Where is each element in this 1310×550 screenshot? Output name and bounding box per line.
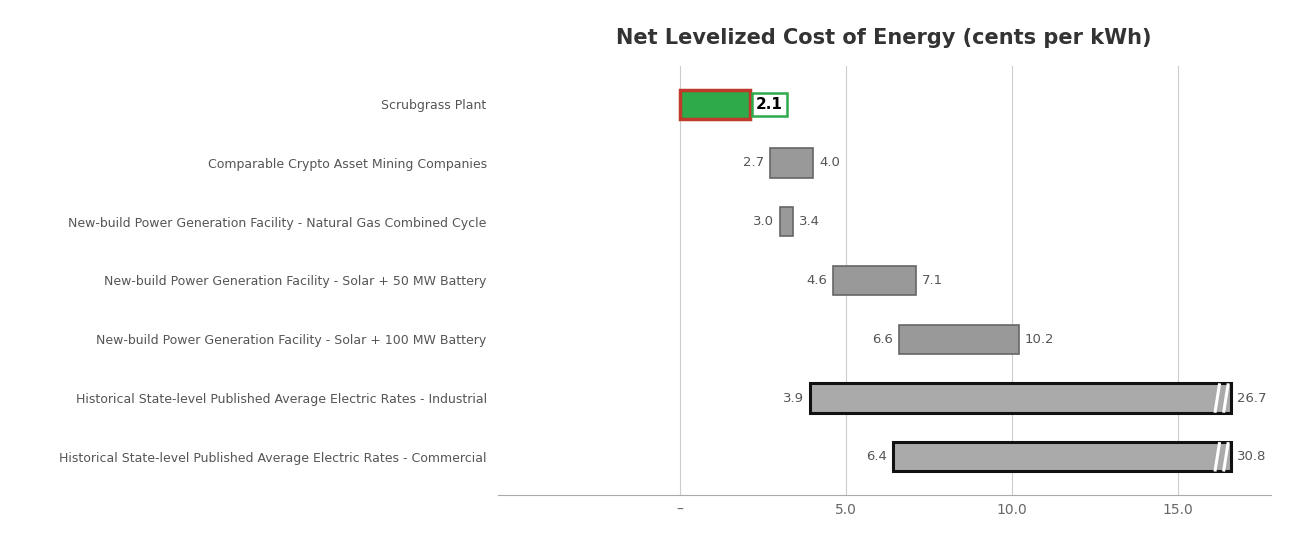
Text: 6.4: 6.4 bbox=[866, 450, 887, 463]
Bar bbox=[810, 383, 1231, 412]
Text: 2.7: 2.7 bbox=[743, 156, 764, 169]
Bar bbox=[779, 207, 793, 236]
Text: 4.6: 4.6 bbox=[806, 274, 827, 287]
Text: 4.0: 4.0 bbox=[819, 156, 840, 169]
Text: 7.1: 7.1 bbox=[922, 274, 943, 287]
Bar bbox=[833, 266, 916, 295]
Bar bbox=[892, 442, 1231, 471]
Text: 3.0: 3.0 bbox=[753, 215, 774, 228]
Bar bbox=[680, 90, 749, 119]
Text: 26.7: 26.7 bbox=[1237, 392, 1267, 405]
Text: 30.8: 30.8 bbox=[1237, 450, 1267, 463]
Text: 10.2: 10.2 bbox=[1024, 333, 1055, 346]
Bar bbox=[899, 324, 1019, 354]
Text: 3.9: 3.9 bbox=[782, 392, 803, 405]
Title: Net Levelized Cost of Energy (cents per kWh): Net Levelized Cost of Energy (cents per … bbox=[617, 28, 1151, 48]
Text: 2.1: 2.1 bbox=[756, 97, 783, 112]
Bar bbox=[770, 148, 814, 178]
Text: 3.4: 3.4 bbox=[799, 215, 820, 228]
Text: 6.6: 6.6 bbox=[872, 333, 893, 346]
